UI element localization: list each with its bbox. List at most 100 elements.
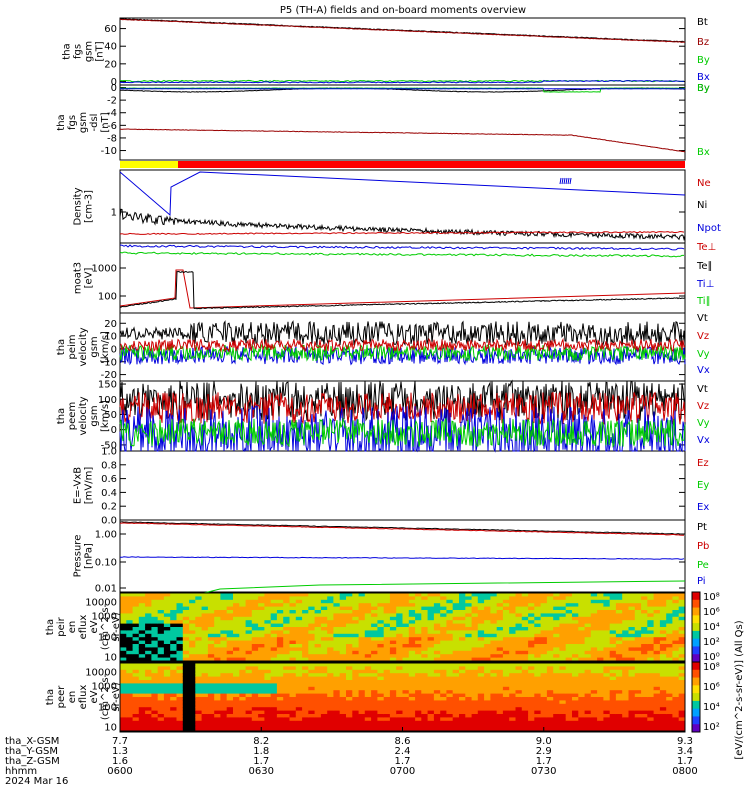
cell [521,680,529,684]
cell [251,627,259,631]
cell [678,727,686,732]
cell [471,627,479,631]
xtick-label-1-z: 1.7 [253,756,269,767]
cell [615,720,623,725]
panel-frame-pressure [119,519,686,593]
cell [465,627,473,631]
cell [421,620,429,625]
cell [182,630,190,635]
cell [132,623,140,628]
cell [320,683,328,688]
cell [603,596,611,601]
cell [201,633,209,638]
cell [358,613,366,618]
cell [346,640,353,645]
cell [251,606,259,611]
xtick-label-4-x: 9.3 [677,736,693,747]
cell [346,644,353,648]
legend-fgs-gsm-By: By [697,55,710,66]
cell [327,676,334,681]
cell [565,680,573,684]
cell [389,669,397,674]
cell [615,593,623,597]
cell [553,637,560,642]
cell [289,683,297,688]
cell [314,633,322,638]
cell [565,616,573,621]
cell [433,724,441,729]
cell [195,657,203,662]
cell [572,623,579,628]
cell [383,676,391,681]
cell [440,633,447,638]
cell [389,603,397,608]
cell [603,680,611,684]
cell [151,627,159,631]
cell [433,673,441,678]
cell [484,710,491,715]
cell [584,676,592,681]
cell [270,724,278,729]
cell [302,640,309,645]
cell [358,676,366,681]
cbar-tick-0-1: 10⁶ [703,607,720,618]
cell [151,717,159,722]
cell [615,707,623,712]
cell [396,603,403,608]
cell [258,610,265,614]
cell [678,620,686,625]
cell [666,644,673,648]
cell [377,707,385,712]
cell [226,654,234,659]
cell [622,630,629,635]
cell [609,603,617,608]
cell [446,707,454,712]
cell [377,593,385,597]
cell [471,717,479,722]
cell [245,606,253,611]
cell [276,686,284,691]
cell [521,693,529,698]
cell [371,727,378,732]
cell [396,623,403,628]
cell [590,640,598,645]
cell [126,620,134,625]
cell [659,720,667,725]
cell [258,650,265,655]
cell [546,627,554,631]
cell [389,613,397,618]
cell [207,616,215,621]
cell [264,630,272,635]
cell [145,603,152,608]
cell [440,650,447,655]
cell [302,700,309,705]
cell [427,690,435,695]
cell [333,616,341,621]
cell [320,637,328,642]
cell [622,690,629,695]
cell [151,714,159,718]
cell [496,666,504,671]
cell [459,650,466,655]
cell [145,686,152,691]
cell [634,637,642,642]
cell [320,714,328,718]
cell [540,680,548,684]
cell [415,693,422,698]
cell [647,630,655,635]
cell [440,676,447,681]
cell [603,693,611,698]
cell [151,666,159,671]
cell [176,663,184,667]
cell [584,654,592,659]
cell [465,644,473,648]
cell [502,697,510,701]
cell [647,627,655,631]
cell [546,724,554,729]
cell [427,616,435,621]
cell [459,663,466,667]
cell [546,717,554,722]
cell [170,599,177,604]
cell [389,700,397,705]
cell [452,637,460,642]
